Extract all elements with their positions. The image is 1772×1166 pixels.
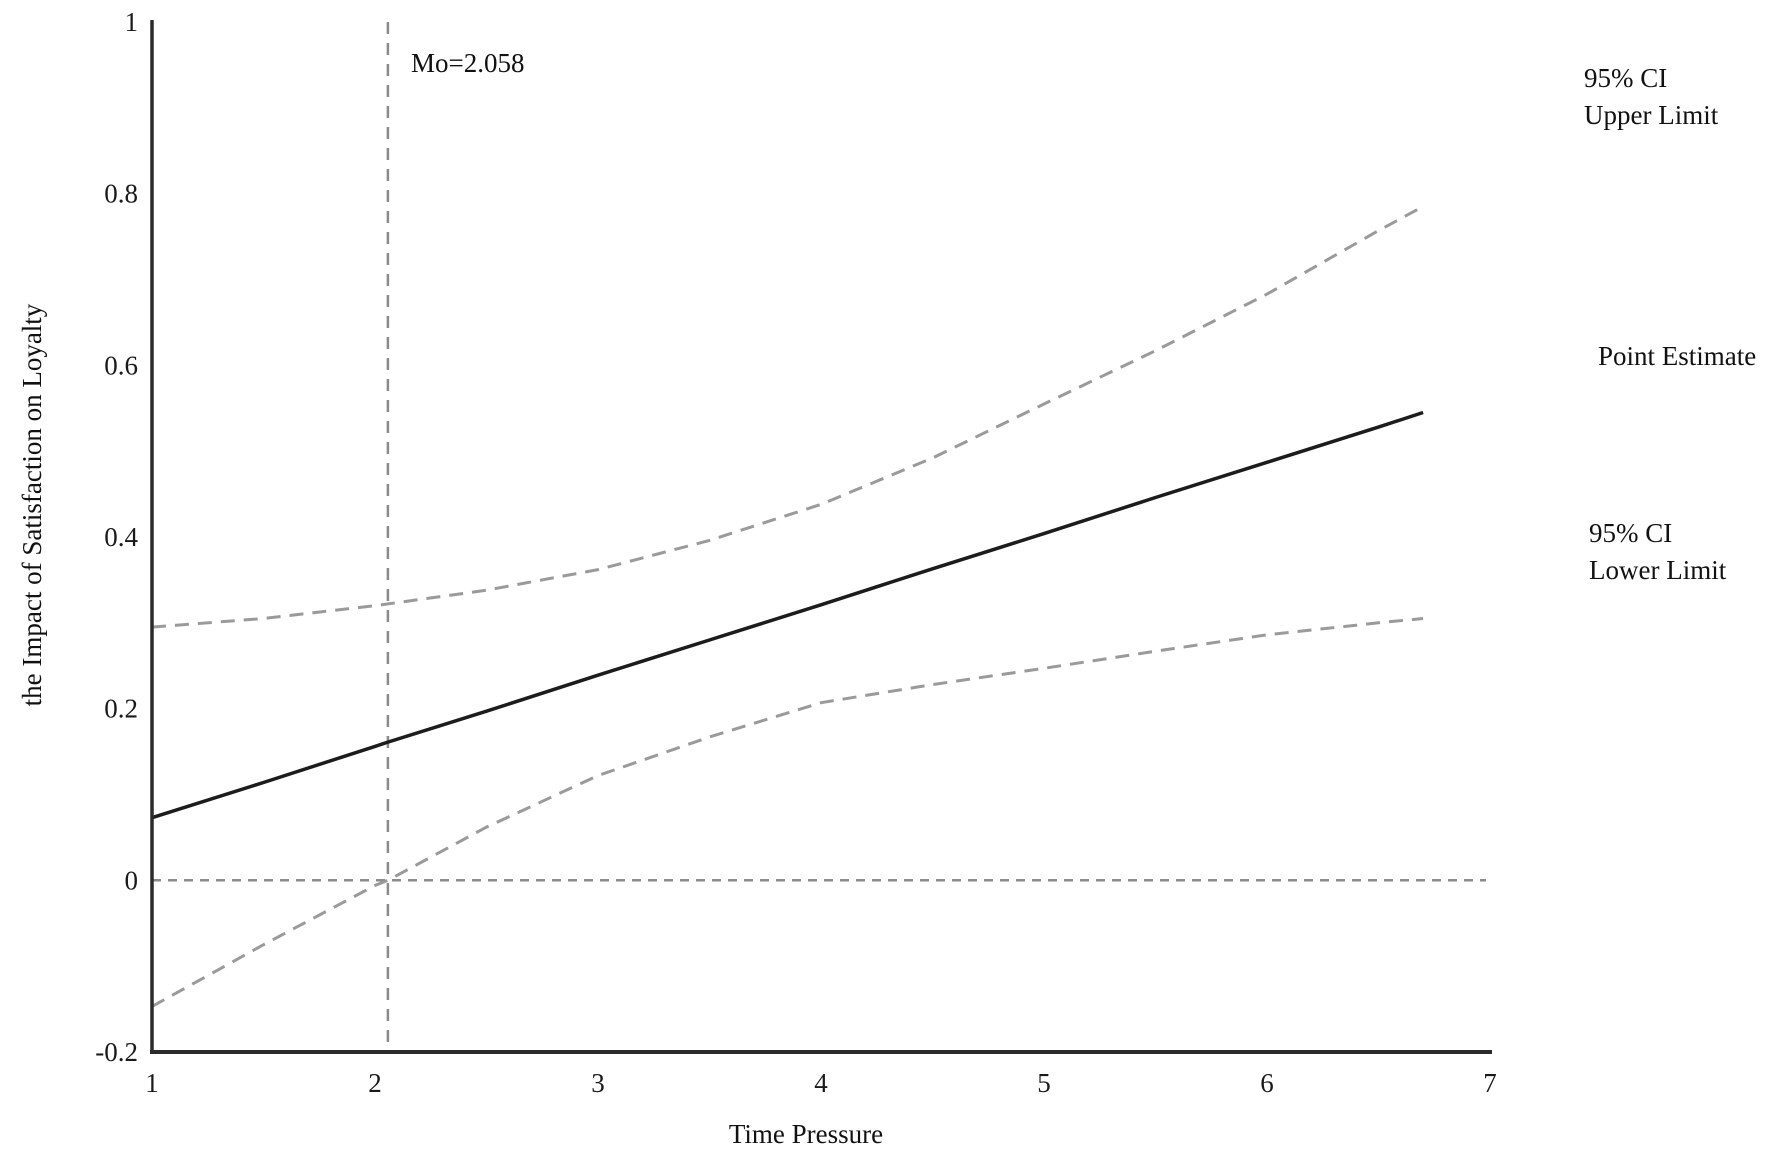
legend-point-estimate-line1: Point Estimate (1598, 341, 1757, 371)
legend-lower-ci-line1: 95% CI (1589, 518, 1673, 548)
y-tick-label: 0.6 (104, 350, 138, 380)
moderator-annotation: Mo=2.058 (411, 48, 525, 78)
y-tick-label: 0.8 (104, 179, 138, 209)
x-tick-label: 3 (591, 1068, 605, 1098)
legend-upper-ci-line2: Upper Limit (1584, 100, 1719, 130)
x-tick-label: 6 (1260, 1068, 1274, 1098)
legend-lower-ci: 95% CI Lower Limit (1589, 515, 1726, 589)
x-tick-label: 2 (368, 1068, 382, 1098)
series-line-point-estimate (151, 410, 1424, 820)
series-line-upper-ci (151, 205, 1424, 629)
x-tick-label: 1 (145, 1068, 159, 1098)
y-tick-label: 1 (125, 7, 139, 37)
series-line-lower-ci (151, 617, 1424, 1008)
x-tick-label: 7 (1483, 1068, 1497, 1098)
legend-upper-ci: 95% CI Upper Limit (1584, 60, 1718, 134)
y-tick-label: -0.2 (95, 1037, 138, 1067)
y-tick-label: 0.4 (104, 522, 138, 552)
legend-lower-ci-line2: Lower Limit (1589, 555, 1727, 585)
x-axis-title: Time Pressure (728, 1119, 884, 1149)
y-tick-label: 0.2 (104, 694, 138, 724)
x-tick-label: 4 (814, 1068, 828, 1098)
y-tick-label: 0 (125, 865, 139, 895)
legend-upper-ci-line1: 95% CI (1584, 63, 1668, 93)
legend-point-estimate: Point Estimate (1598, 338, 1756, 375)
x-tick-label: 5 (1037, 1068, 1051, 1098)
y-axis-title: the Impact of Satisfaction on Loyalty (17, 303, 47, 707)
